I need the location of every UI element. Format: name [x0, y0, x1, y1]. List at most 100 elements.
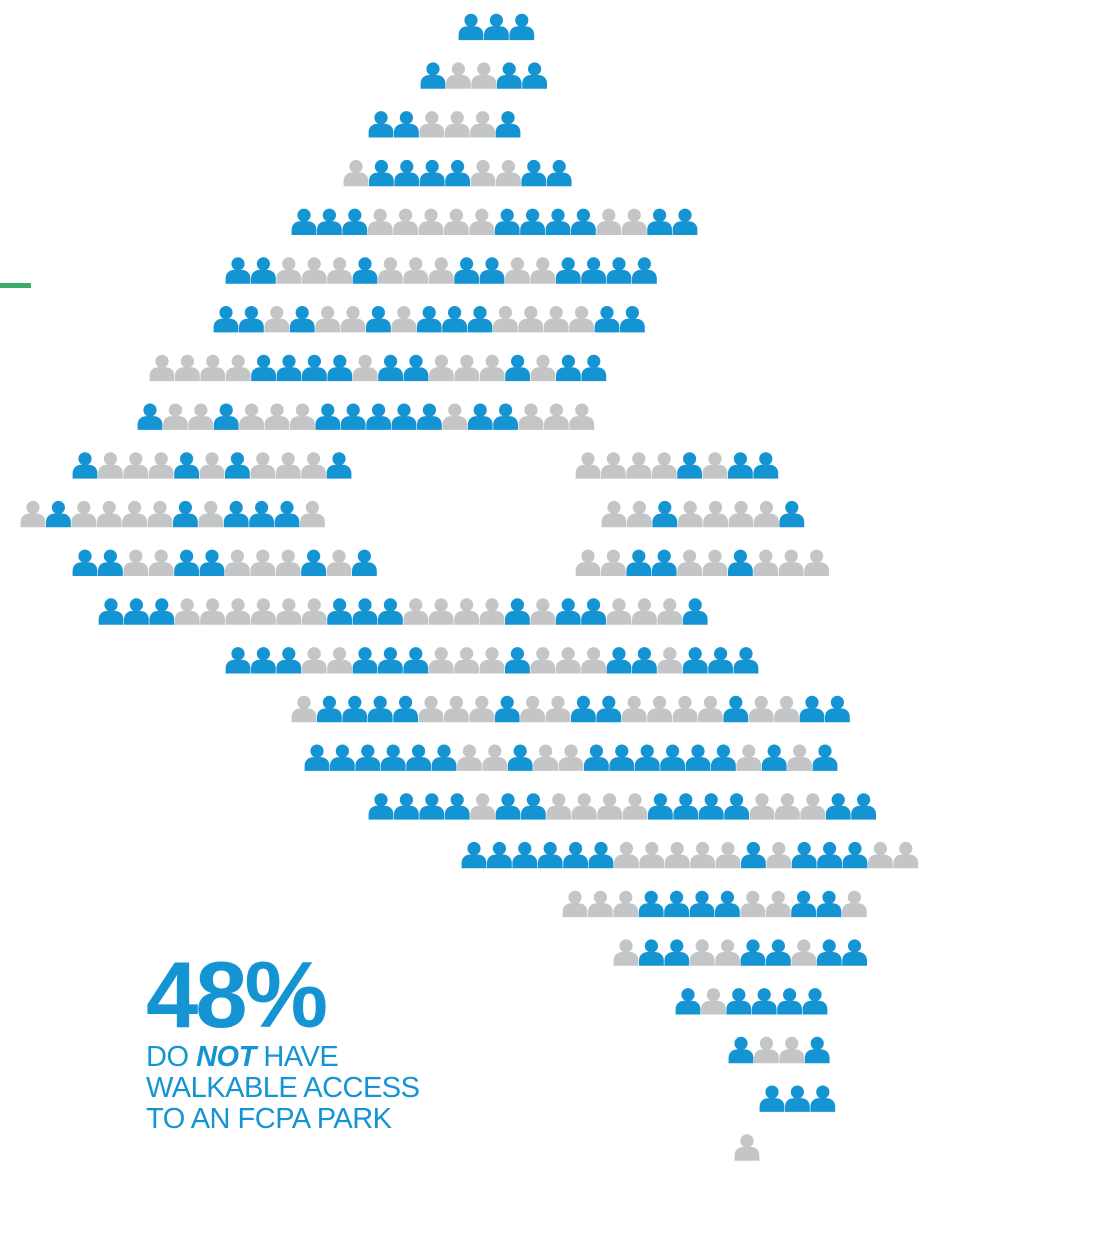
person-icon-gray: [544, 403, 569, 430]
person-icon-blue: [522, 62, 547, 89]
person-icon-blue: [698, 793, 724, 820]
person-icon-gray: [496, 159, 521, 187]
person-icon-blue: [505, 647, 530, 674]
person-icon-blue: [394, 793, 419, 820]
person-icon-blue: [406, 744, 431, 771]
person-icon-gray: [276, 598, 302, 625]
person-icon-blue: [648, 793, 673, 820]
person-icon-gray: [327, 257, 352, 284]
person-icon-blue: [651, 549, 677, 576]
person-icon-gray: [626, 452, 652, 479]
person-icon-gray: [469, 208, 495, 235]
person-icon-blue: [664, 890, 689, 918]
person-icon-gray: [123, 549, 149, 576]
person-icon-gray: [148, 549, 174, 576]
person-icon-blue: [378, 647, 403, 674]
person-icon-blue: [98, 549, 123, 576]
person-icon-gray: [470, 793, 495, 820]
person-icon-gray: [301, 452, 326, 479]
person-icon-blue: [72, 452, 98, 479]
person-icon-blue: [825, 793, 851, 820]
person-icon-blue: [369, 159, 394, 187]
person-icon-blue: [225, 452, 250, 479]
person-icon-blue: [660, 744, 685, 771]
person-icon-blue: [327, 354, 353, 382]
person-icon-blue: [728, 452, 753, 479]
stat-percentage: 48%: [146, 942, 328, 1047]
person-icon-blue: [724, 793, 749, 820]
person-icon-blue: [632, 647, 657, 674]
person-icon-gray: [291, 695, 317, 723]
person-icon-gray: [530, 354, 556, 382]
person-icon-blue: [555, 598, 581, 625]
person-icon-blue: [72, 549, 98, 576]
person-icon-gray: [766, 841, 792, 869]
person-icon-gray: [505, 257, 530, 284]
person-icon-blue: [274, 500, 300, 528]
person-icon-blue: [799, 695, 825, 723]
person-icon-gray: [470, 111, 495, 138]
person-icon-blue: [606, 647, 632, 674]
person-icon-gray: [728, 500, 754, 528]
person-icon-gray: [444, 208, 469, 235]
person-icon-gray: [657, 598, 683, 625]
person-icon-gray: [689, 939, 715, 966]
person-icon-blue: [199, 549, 225, 576]
person-icon-gray: [677, 500, 703, 528]
person-icon-blue: [512, 841, 538, 869]
person-icon-gray: [225, 598, 251, 625]
person-icon-blue: [777, 988, 802, 1015]
person-icon-gray: [470, 159, 496, 187]
person-icon-gray: [482, 744, 508, 771]
person-icon-blue: [342, 208, 368, 235]
person-icon-blue: [791, 841, 817, 869]
person-icon-gray: [148, 452, 174, 479]
person-icon-blue: [467, 306, 493, 333]
person-icon-gray: [300, 500, 325, 528]
person-icon-blue: [682, 598, 708, 625]
person-icon-gray: [804, 549, 829, 576]
person-icon-blue: [673, 793, 699, 820]
person-icon-gray: [225, 354, 251, 382]
person-icon-blue: [174, 452, 199, 479]
person-icon-gray: [446, 62, 471, 89]
person-icon-blue: [632, 257, 657, 284]
person-icon-gray: [457, 744, 482, 771]
person-icon-gray: [778, 549, 804, 576]
person-icon-gray: [454, 354, 480, 382]
person-icon-blue: [289, 306, 315, 333]
person-icon-blue: [685, 744, 711, 771]
person-icon-gray: [250, 452, 276, 479]
person-icon-gray: [418, 695, 444, 723]
person-icon-blue: [556, 354, 581, 382]
person-icon-blue: [761, 744, 787, 771]
person-icon-blue: [225, 257, 251, 284]
person-icon-gray: [614, 841, 639, 869]
person-icon-gray: [343, 159, 369, 187]
person-icon-blue: [779, 500, 805, 528]
person-icon-gray: [545, 695, 571, 723]
person-icon-gray: [200, 354, 226, 382]
person-icon-blue: [715, 890, 740, 918]
person-icon-blue: [416, 306, 442, 333]
person-icon-gray: [703, 500, 728, 528]
person-icon-gray: [736, 744, 762, 771]
person-icon-blue: [467, 403, 493, 430]
person-icon-gray: [740, 890, 766, 918]
person-icon-blue: [521, 793, 546, 820]
person-icon-gray: [479, 647, 505, 674]
person-icon-blue: [417, 403, 442, 430]
person-icon-gray: [543, 306, 569, 333]
person-icon-blue: [173, 500, 198, 528]
person-icon-gray: [677, 549, 702, 576]
person-icon-blue: [753, 452, 779, 479]
stat-line-3: TO AN FCPA PARK: [146, 1103, 392, 1135]
person-icon-gray: [163, 403, 188, 430]
person-icon-gray: [596, 208, 622, 235]
person-icon-blue: [726, 988, 752, 1015]
person-icon-blue: [689, 890, 715, 918]
person-icon-gray: [378, 257, 403, 284]
person-icon-blue: [596, 695, 622, 723]
person-icon-blue: [609, 744, 635, 771]
person-icon-blue: [791, 890, 816, 918]
